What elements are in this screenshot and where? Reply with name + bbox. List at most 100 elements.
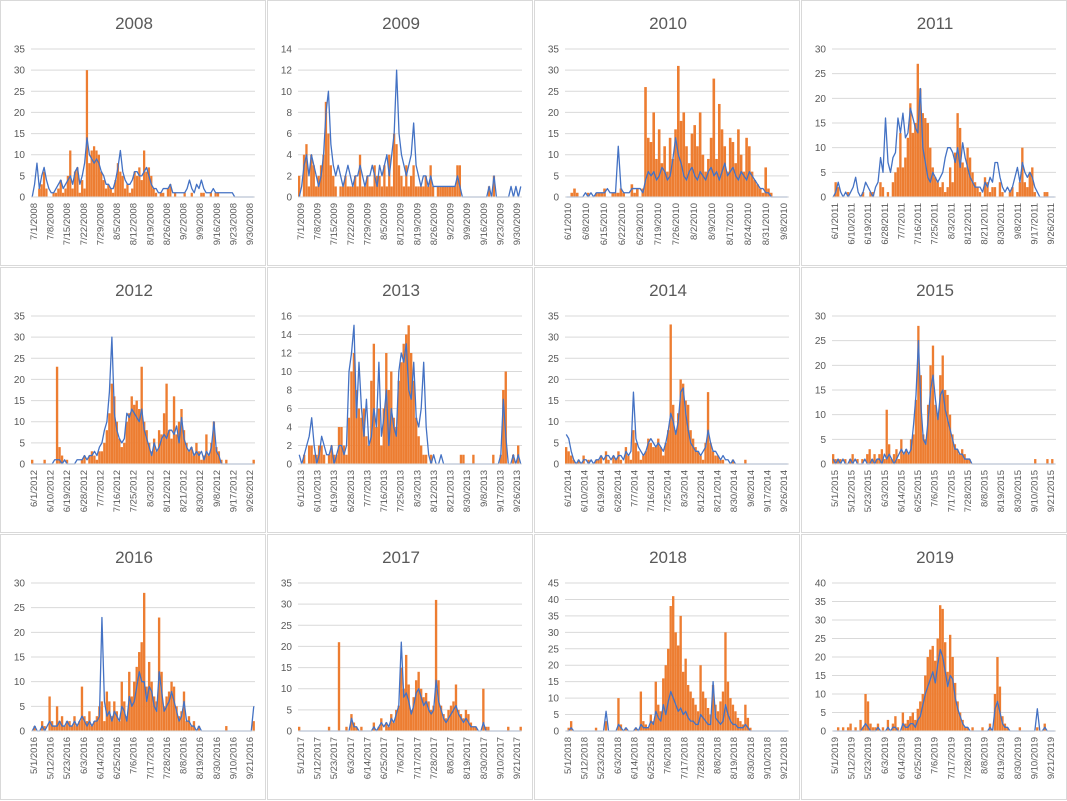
bar bbox=[948, 634, 952, 731]
x-tick-label: 7/16/2011 bbox=[913, 203, 924, 245]
bar bbox=[172, 396, 176, 464]
bar bbox=[58, 721, 61, 731]
bar bbox=[58, 447, 61, 464]
bar bbox=[390, 186, 393, 197]
bar bbox=[322, 154, 325, 197]
bar bbox=[968, 459, 971, 464]
bar bbox=[873, 454, 876, 464]
y-tick-label: 0 bbox=[820, 727, 826, 738]
x-tick-label: 8/30/2013 bbox=[462, 470, 473, 512]
x-tick-label: 9/17/2013 bbox=[495, 470, 506, 512]
bar bbox=[611, 192, 615, 197]
chart-panel-2011: 2011 0 5 10 15 20 25 30 6/1/2011 6/10/2011 6/19/20… bbox=[801, 0, 1067, 266]
x-tick-label: 8/8/2017 bbox=[446, 737, 457, 774]
bar bbox=[225, 459, 228, 464]
bar bbox=[155, 701, 158, 731]
y-tick-label: 2 bbox=[286, 171, 292, 182]
bar bbox=[986, 182, 989, 197]
bar bbox=[753, 180, 757, 197]
bar bbox=[344, 175, 347, 197]
y-tick-label: 25 bbox=[14, 603, 26, 614]
y-tick-label: 0 bbox=[553, 727, 559, 738]
bar bbox=[339, 186, 342, 197]
x-tick-label: 8/9/2010 bbox=[707, 203, 718, 240]
y-tick-label: 6 bbox=[286, 129, 292, 140]
bar bbox=[693, 125, 696, 197]
y-tick-label: 30 bbox=[548, 333, 560, 344]
bar bbox=[154, 192, 158, 197]
bar bbox=[939, 375, 942, 464]
bar bbox=[604, 721, 608, 731]
bar bbox=[632, 430, 635, 464]
bar bbox=[64, 188, 67, 197]
chart-svg-2016: 2016 0 5 10 15 20 25 30 5/1/2016 5/12/2016 5/23/20… bbox=[14, 548, 256, 779]
y-tick-label: 15 bbox=[14, 396, 26, 407]
bar bbox=[355, 726, 358, 731]
bar bbox=[929, 147, 932, 197]
bar bbox=[102, 180, 105, 197]
bar bbox=[689, 430, 692, 464]
bar bbox=[439, 186, 442, 197]
bar bbox=[395, 144, 398, 197]
bar bbox=[998, 182, 1002, 197]
x-tick-label: 7/6/2015 bbox=[930, 470, 941, 507]
bar bbox=[320, 445, 323, 464]
bar bbox=[165, 696, 168, 731]
bar bbox=[395, 427, 398, 464]
bar bbox=[941, 355, 944, 464]
bar bbox=[75, 726, 79, 731]
bar bbox=[98, 451, 101, 464]
chart-panel-2016: 2016 0 5 10 15 20 25 30 5/1/2016 5/12/2016 5/23/20… bbox=[0, 534, 266, 800]
bar bbox=[944, 642, 947, 731]
bar bbox=[159, 192, 162, 197]
bar bbox=[162, 192, 165, 197]
chart-svg-2014: 2014 0 5 10 15 20 25 30 35 6/1/2014 6/10/2014 6/19/… bbox=[548, 281, 790, 512]
x-tick-label: 6/19/2013 bbox=[329, 470, 340, 512]
bar bbox=[836, 727, 840, 731]
x-tick-label: 6/1/2014 bbox=[563, 470, 574, 507]
bar bbox=[382, 408, 385, 464]
bar bbox=[145, 686, 148, 731]
bar bbox=[694, 447, 697, 464]
bar bbox=[138, 652, 141, 731]
bar bbox=[363, 186, 367, 197]
chart-svg-2011: 2011 0 5 10 15 20 25 30 6/1/2011 6/10/2011 6/19/20… bbox=[815, 14, 1057, 245]
x-tick-label: 9/8/2010 bbox=[779, 203, 790, 240]
bar bbox=[90, 150, 93, 197]
bar bbox=[946, 394, 949, 464]
x-tick-label: 6/25/2018 bbox=[646, 737, 657, 779]
bar bbox=[115, 711, 118, 731]
bar bbox=[958, 454, 961, 464]
x-tick-label: 6/14/2016 bbox=[95, 737, 106, 779]
bar bbox=[711, 684, 715, 731]
chart-title: 2019 bbox=[916, 548, 954, 567]
x-tick-label: 9/8/2013 bbox=[479, 470, 490, 507]
bar bbox=[327, 454, 331, 464]
bar bbox=[502, 390, 505, 464]
x-tick-label: 7/28/2019 bbox=[963, 737, 974, 779]
bar bbox=[217, 451, 221, 464]
chart-panel-2009: 2009 0 2 4 6 8 10 12 14 7/1/2009 7/8/2009 7/15/2009… bbox=[267, 0, 533, 266]
bar bbox=[674, 430, 677, 464]
bar bbox=[696, 711, 700, 731]
y-tick-label: 25 bbox=[548, 87, 560, 98]
y-tick-label: 25 bbox=[548, 354, 560, 365]
y-tick-label: 45 bbox=[548, 579, 560, 590]
bar bbox=[1046, 192, 1049, 197]
x-tick-label: 9/16/2008 bbox=[212, 203, 223, 245]
bar bbox=[739, 721, 742, 731]
bar bbox=[182, 691, 186, 731]
bar bbox=[911, 132, 914, 197]
x-tick-label: 7/19/2010 bbox=[653, 203, 664, 245]
bar bbox=[361, 186, 364, 197]
bar bbox=[744, 704, 747, 731]
bar bbox=[701, 459, 705, 464]
y-tick-label: 35 bbox=[815, 597, 827, 608]
bar bbox=[761, 192, 765, 197]
bar bbox=[462, 718, 465, 731]
bar bbox=[307, 186, 311, 197]
x-tick-label: 7/17/2017 bbox=[412, 737, 423, 779]
bar bbox=[951, 182, 954, 197]
bar bbox=[714, 455, 717, 464]
x-tick-label: 6/1/2010 bbox=[563, 203, 574, 240]
